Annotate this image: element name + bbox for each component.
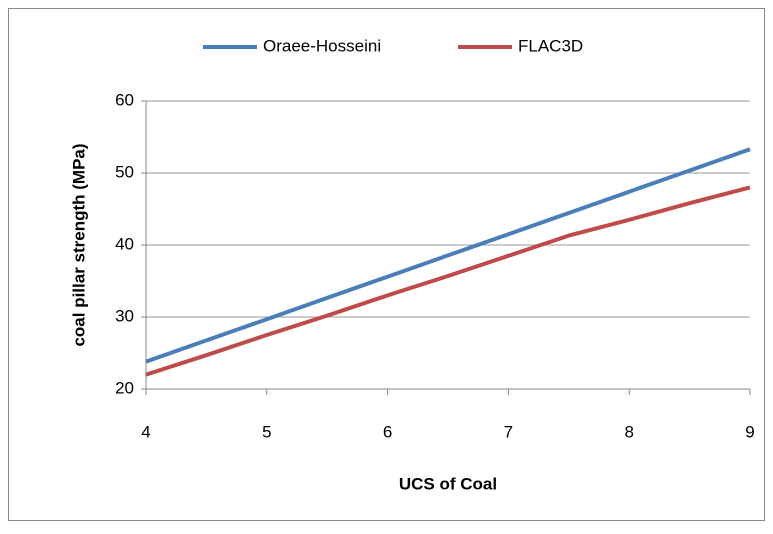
x-tick-label: 5 bbox=[262, 422, 271, 441]
x-tick-label: 9 bbox=[745, 422, 754, 441]
line-series bbox=[145, 147, 751, 364]
x-tick-label: 8 bbox=[624, 422, 633, 441]
legend-label: FLAC3D bbox=[518, 36, 583, 55]
chart-border bbox=[8, 8, 765, 521]
x-tick-label: 6 bbox=[383, 422, 392, 441]
y-tick-label: 40 bbox=[115, 234, 134, 253]
y-tick-label: 60 bbox=[115, 90, 134, 109]
y-tick-label: 50 bbox=[115, 162, 134, 181]
y-axis-title: coal pillar strength (MPa) bbox=[69, 143, 88, 346]
y-tick-label: 20 bbox=[115, 378, 134, 397]
line-series bbox=[145, 185, 751, 377]
x-axis-title: UCS of Coal bbox=[399, 474, 497, 493]
y-tick-label: 30 bbox=[115, 306, 134, 325]
legend-label: Oraee-Hosseini bbox=[263, 36, 381, 55]
x-tick-label: 7 bbox=[504, 422, 513, 441]
x-tick-label: 4 bbox=[141, 422, 150, 441]
